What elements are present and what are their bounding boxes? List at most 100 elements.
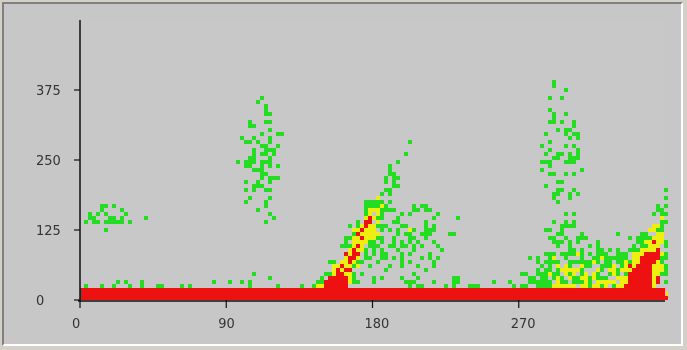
heatmap-cell: [608, 272, 612, 276]
heatmap-cell: [600, 276, 604, 280]
heatmap-cell: [260, 96, 264, 100]
heatmap-cell: [276, 176, 280, 180]
heatmap-cell: [456, 280, 460, 284]
heatmap-cell: [508, 280, 512, 284]
heatmap-cell: [588, 260, 592, 264]
heatmap-cell: [408, 236, 412, 240]
heatmap-cell: [584, 284, 588, 288]
heatmap-cell: [656, 232, 660, 236]
heatmap-cell: [384, 208, 388, 212]
heatmap-cell: [632, 284, 636, 288]
heatmap-cell: [336, 272, 340, 276]
heatmap-cell: [660, 216, 664, 220]
heatmap-cell: [272, 176, 276, 180]
heatmap-cell: [536, 260, 540, 264]
heatmap-cell: [600, 280, 604, 284]
heatmap-cell: [568, 252, 572, 256]
heatmap-cell: [336, 264, 340, 268]
heatmap-cell: [636, 272, 640, 276]
heatmap-cell: [492, 280, 496, 284]
heatmap-cell: [540, 284, 544, 288]
heatmap-cell: [548, 228, 552, 232]
heatmap-cell: [664, 212, 668, 216]
heatmap-cell: [632, 256, 636, 260]
heatmap-cell: [560, 232, 564, 236]
heatmap-cell: [268, 156, 272, 160]
heatmap-cell: [580, 264, 584, 268]
heatmap-cell: [664, 244, 668, 248]
heatmap-cell: [572, 172, 576, 176]
heatmap-cell: [600, 268, 604, 272]
heatmap-cell: [560, 152, 564, 156]
heatmap-cell: [636, 268, 640, 272]
heatmap-cell: [552, 220, 556, 224]
heatmap-cell: [564, 212, 568, 216]
heatmap-cell: [348, 244, 352, 248]
heatmap-cell: [580, 284, 584, 288]
heatmap-cell: [552, 240, 556, 244]
heatmap-cell: [332, 276, 336, 280]
heatmap-cell: [116, 280, 120, 284]
heatmap-cell: [380, 192, 384, 196]
heatmap-cell: [548, 252, 552, 256]
heatmap-cell: [188, 284, 192, 288]
heatmap-cell: [596, 272, 600, 276]
heatmap-cell: [660, 256, 664, 260]
heatmap-cell: [448, 232, 452, 236]
heatmap-cell: [376, 212, 380, 216]
heatmap-cell: [632, 260, 636, 264]
heatmap-cell: [356, 228, 360, 232]
heatmap-cell: [96, 212, 100, 216]
heatmap-cell: [576, 268, 580, 272]
heatmap-cell: [364, 212, 368, 216]
heatmap-cell: [620, 260, 624, 264]
heatmap-cell: [316, 280, 320, 284]
heatmap-cell: [344, 236, 348, 240]
heatmap-cell: [92, 220, 96, 224]
heatmap-cell: [544, 184, 548, 188]
heatmap-cell: [596, 280, 600, 284]
heatmap-cell: [328, 280, 332, 284]
heatmap-cell: [348, 276, 352, 280]
heatmap-cell: [648, 284, 652, 288]
heatmap-cell: [568, 248, 572, 252]
heatmap-cell: [320, 276, 324, 280]
heatmap-cell: [568, 128, 572, 132]
heatmap-cell: [404, 232, 408, 236]
heatmap-cell: [588, 276, 592, 280]
x-tick-label: 0: [72, 317, 80, 332]
heatmap-cell: [608, 260, 612, 264]
heatmap-cell: [656, 264, 660, 268]
heatmap-cell: [576, 260, 580, 264]
heatmap-cell: [320, 280, 324, 284]
heatmap-cell: [576, 192, 580, 196]
heatmap-cell: [392, 220, 396, 224]
heatmap-cell: [640, 248, 644, 252]
heatmap-cell: [260, 152, 264, 156]
heatmap-cell: [564, 256, 568, 260]
heatmap-cell: [260, 172, 264, 176]
heatmap-cell: [116, 220, 120, 224]
heatmap-cell: [592, 276, 596, 280]
heatmap-cell: [352, 252, 356, 256]
heatmap-cell: [608, 264, 612, 268]
heatmap-cell: [400, 276, 404, 280]
heatmap-cell: [420, 284, 424, 288]
heatmap-cell: [364, 240, 368, 244]
heatmap-cell: [396, 220, 400, 224]
heatmap-cell: [600, 284, 604, 288]
heatmap-cell: [332, 280, 336, 284]
heatmap-cell: [392, 180, 396, 184]
heatmap-cell: [252, 136, 256, 140]
heatmap-cell: [332, 260, 336, 264]
heatmap-cell: [264, 204, 268, 208]
heatmap-cell: [340, 280, 344, 284]
heatmap-cell: [376, 224, 380, 228]
heatmap-cell: [400, 264, 404, 268]
heatmap-cell: [592, 272, 596, 276]
heatmap-cell: [648, 280, 652, 284]
heatmap-cell: [572, 268, 576, 272]
heatmap-cell: [240, 280, 244, 284]
heatmap-cell: [244, 164, 248, 168]
heatmap-cell: [356, 220, 360, 224]
